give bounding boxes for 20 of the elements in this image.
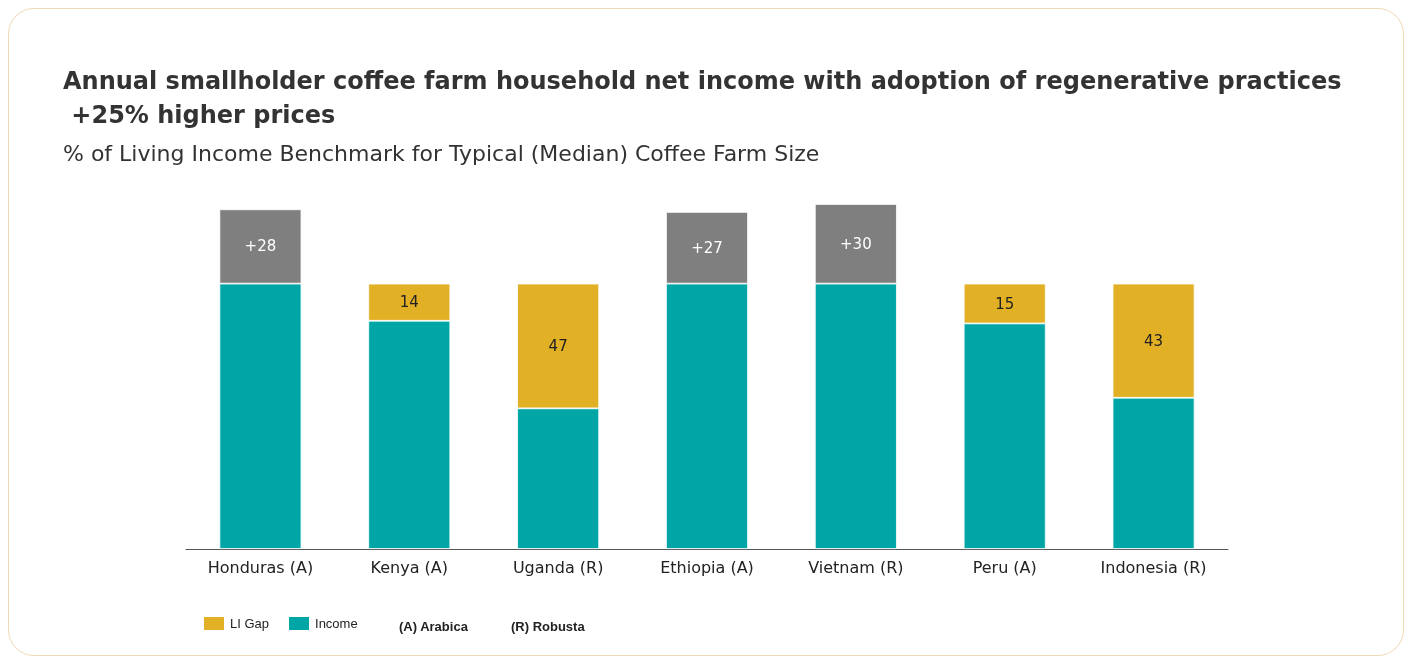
- x-tick-label: Peru (A): [972, 557, 1037, 577]
- data-label: 47: [548, 336, 568, 355]
- legend-label: Income: [315, 616, 358, 631]
- x-tick-label: Indonesia (R): [1100, 557, 1207, 577]
- legend-label: LI Gap: [230, 616, 270, 631]
- data-label: +30: [840, 234, 872, 253]
- data-label: +28: [244, 237, 277, 256]
- data-label: 43: [1144, 331, 1164, 350]
- x-tick-label: Vietnam (R): [808, 557, 904, 577]
- text: (A) Arabica: [399, 619, 469, 634]
- chart-subtitle: % of Living Income Benchmark for Typical (Median) Coffee Farm Size: [63, 140, 820, 166]
- chart-title: Annual smallholder coffee farm household net income with adoption of regenerative practices +25% higher prices: [63, 67, 1342, 129]
- text: (R) Robusta: [511, 619, 586, 634]
- x-tick-label: Kenya (A): [370, 557, 449, 577]
- x-tick-label: Honduras (A): [207, 557, 314, 577]
- data-label: 14: [399, 293, 419, 312]
- x-tick-label: Ethiopia (A): [660, 557, 754, 577]
- data-label: 15: [995, 294, 1015, 313]
- x-tick-label: Uganda (R): [512, 557, 604, 577]
- data-label: +27: [691, 238, 723, 257]
